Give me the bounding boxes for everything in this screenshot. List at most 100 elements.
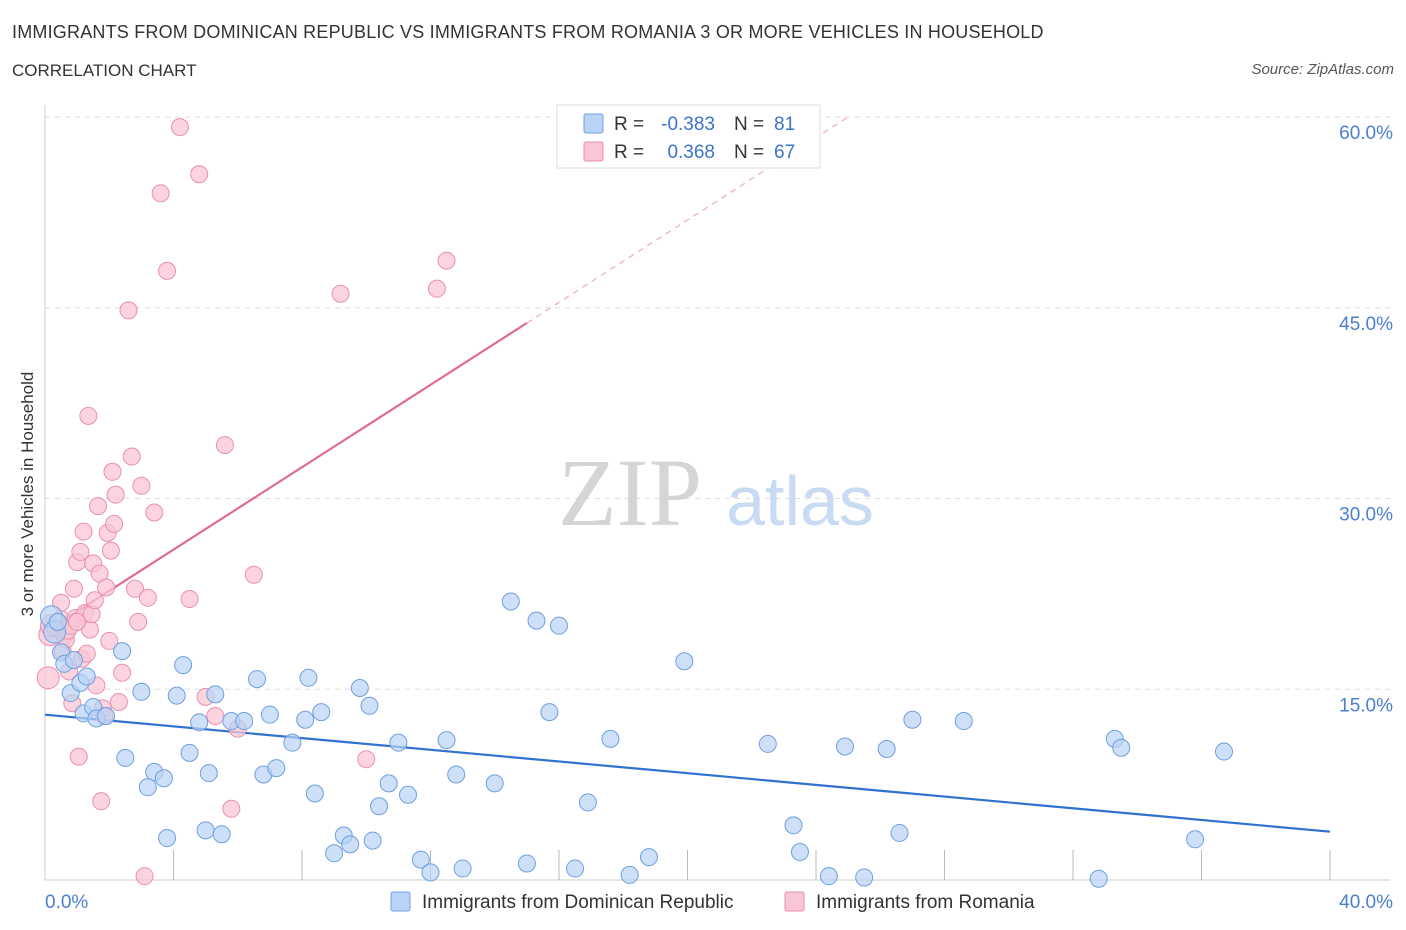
chart-title: IMMIGRANTS FROM DOMINICAN REPUBLIC VS IM… [12,22,1044,42]
dominican-republic-point [360,696,379,715]
stats-r-label-1: R = [614,114,644,135]
romania-point [79,406,98,425]
dominican-republic-point [540,703,559,722]
dominican-republic-point [877,740,896,759]
dominican-republic-point [199,764,218,783]
dominican-republic-point [954,712,973,731]
dominican-republic-point [411,850,430,869]
legend-swatch-blue [583,113,604,134]
stats-r-value-2: 0.368 [667,142,715,163]
bottom-legend-label-blue: Immigrants from Dominican Republic [422,892,734,913]
romania-point [437,251,456,270]
romania-point [71,542,90,561]
dominican-republic-point [64,651,83,670]
stats-n-label-1: N = [734,114,764,135]
romania-point [89,497,108,516]
dominican-republic-point [154,769,173,788]
stats-r-label-2: R = [614,142,644,163]
dominican-republic-point [675,652,694,671]
romania-point [206,706,225,725]
romania-trend-extension [526,116,849,324]
dominican-republic-point [447,765,466,784]
dominican-republic-point [620,865,639,884]
dominican-republic-point [325,844,344,863]
dominican-republic-point [501,592,520,611]
watermark-atlas: atlas [726,462,874,540]
x-tick-label: 40.0% [1339,892,1393,913]
bottom-legend-swatch-blue [390,891,411,912]
dominican-republic-point [1214,742,1233,761]
romania-point [427,279,446,298]
dominican-republic-point [819,867,838,886]
romania-point [97,578,116,597]
romania-point [215,436,234,455]
romania-point [119,301,138,320]
dominican-republic-point [903,710,922,729]
dominican-republic-point [890,823,909,842]
dominican-republic-point [206,685,225,704]
dominican-republic-point [578,793,597,812]
dominican-republic-point [784,816,803,835]
dominican-republic-point [48,612,67,631]
dominican-republic-point [180,743,199,762]
romania-point [244,565,263,584]
stats-r-value-1: -0.383 [661,114,715,135]
romania-points [36,118,456,886]
dominican-republic-point [138,778,157,797]
romania-point [36,666,60,690]
bottom-legend-label-pink: Immigrants from Romania [816,892,1035,913]
dominican-republic-point [527,611,546,630]
dominican-republic-point [77,667,96,686]
romania-point [135,867,154,886]
dominican-republic-point [299,668,318,687]
dominican-republic-point [1089,869,1108,888]
dominican-republic-point [132,682,151,701]
dominican-republic-point [235,712,254,731]
watermark: ZIP atlas [558,439,874,546]
romania-point [103,462,122,481]
dominican-republic-point [305,784,324,803]
y-axis-label: 3 or more Vehicles in Household [18,372,37,617]
romania-point [101,541,120,560]
dominican-republic-point [639,848,658,867]
dominican-republic-point [855,868,874,887]
x-tick-labels: 0.0% 40.0% [45,892,1393,913]
romania-point [151,184,170,203]
dominican-republic-point [167,686,186,705]
dominican-republic-point [421,863,440,882]
source-credit: Source: ZipAtlas.com [1251,61,1394,78]
romania-point [125,579,144,598]
watermark-zip: ZIP [558,439,702,546]
romania-point [113,663,132,682]
dominican-republic-point [601,729,620,748]
dominican-republic-point [437,731,456,750]
dominican-republic-point [399,785,418,804]
y-tick-label: 30.0% [1339,505,1393,526]
stats-n-value-1: 81 [774,114,795,135]
dominican-republic-point [453,859,472,878]
romania-point [331,284,350,303]
romania-point [69,747,88,766]
romania-point [105,514,124,533]
y-tick-labels: 15.0% 30.0% 45.0% 60.0% [1339,123,1393,716]
legend-swatch-pink [583,141,604,162]
dominican-republic-point [550,616,568,635]
romania-point [106,485,125,504]
dominican-republic-point [248,670,267,689]
dominican-republic-point [260,705,279,724]
bottom-legend-swatch-pink [784,891,805,912]
dominican-republic-point [283,733,302,752]
romania-point [138,588,157,607]
dominican-republic-trend-line [44,713,1331,833]
romania-point [129,612,148,631]
axes [44,105,1390,881]
stats-legend: R = -0.383 N = 81 R = 0.368 N = 67 [556,104,821,169]
dominican-republic-point [1112,738,1131,757]
dominican-republic-point [312,703,331,722]
romania-point [357,750,376,769]
romania-point [68,612,87,631]
dominican-republic-point [116,748,135,767]
romania-point [222,799,241,818]
dominican-republic-point [790,843,809,862]
